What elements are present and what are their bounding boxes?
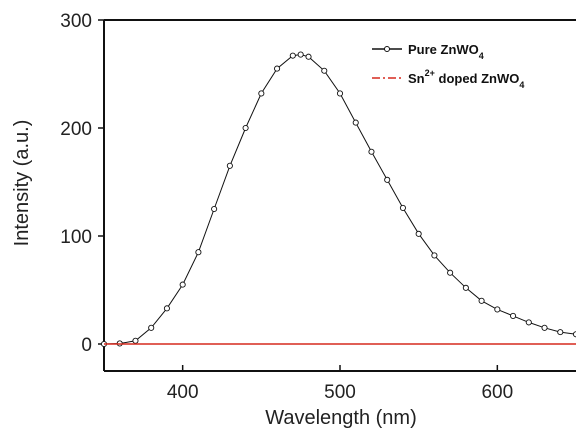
data-point-pure bbox=[289, 52, 296, 59]
x-tick-label: 400 bbox=[167, 382, 199, 403]
data-point-pure bbox=[368, 148, 375, 155]
data-point-pure bbox=[447, 269, 454, 276]
data-point-pure bbox=[179, 281, 186, 288]
data-point-pure bbox=[352, 119, 359, 126]
data-point-pure bbox=[462, 284, 469, 291]
x-tick-label: 500 bbox=[324, 382, 356, 403]
y-tick-label: 0 bbox=[81, 335, 92, 356]
legend-label-pure: Pure ZnWO4 bbox=[408, 42, 484, 61]
series-line-pure bbox=[103, 54, 576, 345]
data-point-pure bbox=[415, 230, 422, 237]
data-point-pure bbox=[336, 90, 344, 97]
legend: Pure ZnWO4 Sn2+ doped ZnWO4 bbox=[372, 42, 524, 90]
x-tick-label: 600 bbox=[481, 382, 513, 403]
legend-item-doped: Sn2+ doped ZnWO4 bbox=[372, 68, 524, 90]
data-point-pure bbox=[195, 249, 202, 256]
plot-area: 400 500 600 0 100 200 300 bbox=[60, 11, 576, 403]
legend-marker-pure bbox=[384, 46, 390, 52]
y-axis-title: Intensity (a.u.) bbox=[11, 120, 33, 247]
y-tick-label: 100 bbox=[60, 227, 92, 248]
data-point-pure bbox=[297, 51, 304, 58]
x-axis-title: Wavelength (nm) bbox=[265, 407, 417, 429]
data-point-pure bbox=[525, 319, 532, 326]
data-point-pure bbox=[384, 176, 391, 183]
data-point-pure bbox=[148, 324, 155, 331]
data-point-pure bbox=[541, 324, 548, 331]
data-point-pure bbox=[510, 312, 517, 319]
data-point-pure bbox=[226, 162, 233, 169]
data-point-pure bbox=[163, 305, 170, 312]
data-point-pure bbox=[132, 337, 139, 344]
data-point-pure bbox=[211, 205, 218, 213]
data-point-pure bbox=[242, 124, 249, 132]
y-tick-label: 200 bbox=[60, 119, 92, 140]
data-point-pure bbox=[399, 204, 406, 211]
data-point-pure bbox=[478, 297, 485, 304]
data-point-pure bbox=[572, 331, 576, 338]
data-point-pure bbox=[321, 67, 328, 74]
data-point-pure bbox=[557, 329, 564, 336]
data-point-pure bbox=[274, 65, 281, 72]
data-point-pure bbox=[431, 252, 438, 259]
y-tick-label: 300 bbox=[60, 11, 92, 32]
data-point-pure bbox=[305, 53, 312, 60]
legend-item-pure: Pure ZnWO4 bbox=[372, 42, 484, 61]
data-point-pure bbox=[258, 90, 265, 97]
legend-label-doped: Sn2+ doped ZnWO4 bbox=[408, 68, 524, 90]
data-point-pure bbox=[494, 306, 501, 313]
